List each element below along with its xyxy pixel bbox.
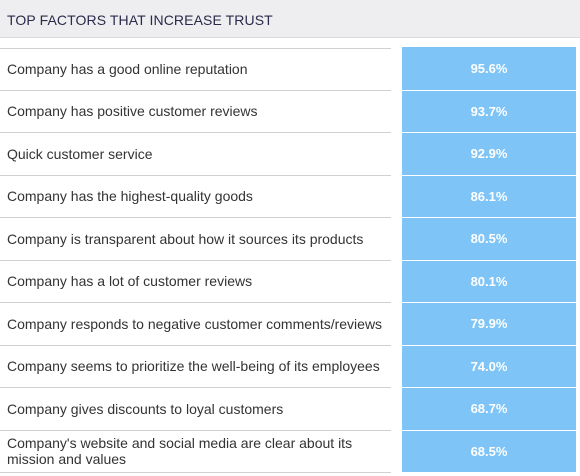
factor-value: 68.7% — [402, 388, 576, 431]
table-row: Company has positive customer reviews 93.… — [0, 90, 580, 133]
table-top-divider — [0, 48, 391, 49]
factor-value: 68.5% — [402, 430, 576, 473]
factor-value: 92.9% — [402, 133, 576, 176]
panel-title: TOP FACTORS THAT INCREASE TRUST — [7, 12, 273, 28]
table-row: Company's website and social media are c… — [0, 430, 580, 473]
factor-label: Company is transparent about how it sour… — [0, 218, 391, 261]
factors-table: Company has a good online reputation 95.6… — [0, 47, 580, 473]
table-row: Quick customer service 92.9% — [0, 133, 580, 176]
panel-header: TOP FACTORS THAT INCREASE TRUST — [0, 0, 580, 38]
factor-label: Company responds to negative customer co… — [0, 303, 391, 346]
factor-value: 93.7% — [402, 90, 576, 133]
table-row: Company seems to prioritize the well-bei… — [0, 345, 580, 388]
factor-label: Company has a good online reputation — [0, 48, 391, 91]
table-row: Company has a good online reputation 95.6… — [0, 47, 580, 91]
table-row: Company gives discounts to loyal custome… — [0, 388, 580, 431]
factor-label: Company seems to prioritize the well-bei… — [0, 346, 391, 388]
factor-value: 95.6% — [402, 47, 576, 91]
factor-value: 80.1% — [402, 260, 576, 303]
table-row: Company responds to negative customer co… — [0, 303, 580, 346]
factor-label: Company has the highest-quality goods — [0, 176, 391, 218]
factor-label: Company's website and social media are c… — [0, 431, 391, 473]
table-row: Company has the highest-quality goods 86.… — [0, 175, 580, 218]
factor-value: 80.5% — [402, 218, 576, 261]
factor-value: 86.1% — [402, 175, 576, 218]
table-row: Company has a lot of customer reviews 80.… — [0, 260, 580, 303]
factor-label: Company gives discounts to loyal custome… — [0, 388, 391, 431]
factor-label: Company has positive customer reviews — [0, 91, 391, 133]
factor-label: Company has a lot of customer reviews — [0, 261, 391, 303]
factor-value: 79.9% — [402, 303, 576, 346]
factor-value: 74.0% — [402, 345, 576, 388]
table-row: Company is transparent about how it sour… — [0, 218, 580, 261]
factor-label: Quick customer service — [0, 133, 391, 176]
